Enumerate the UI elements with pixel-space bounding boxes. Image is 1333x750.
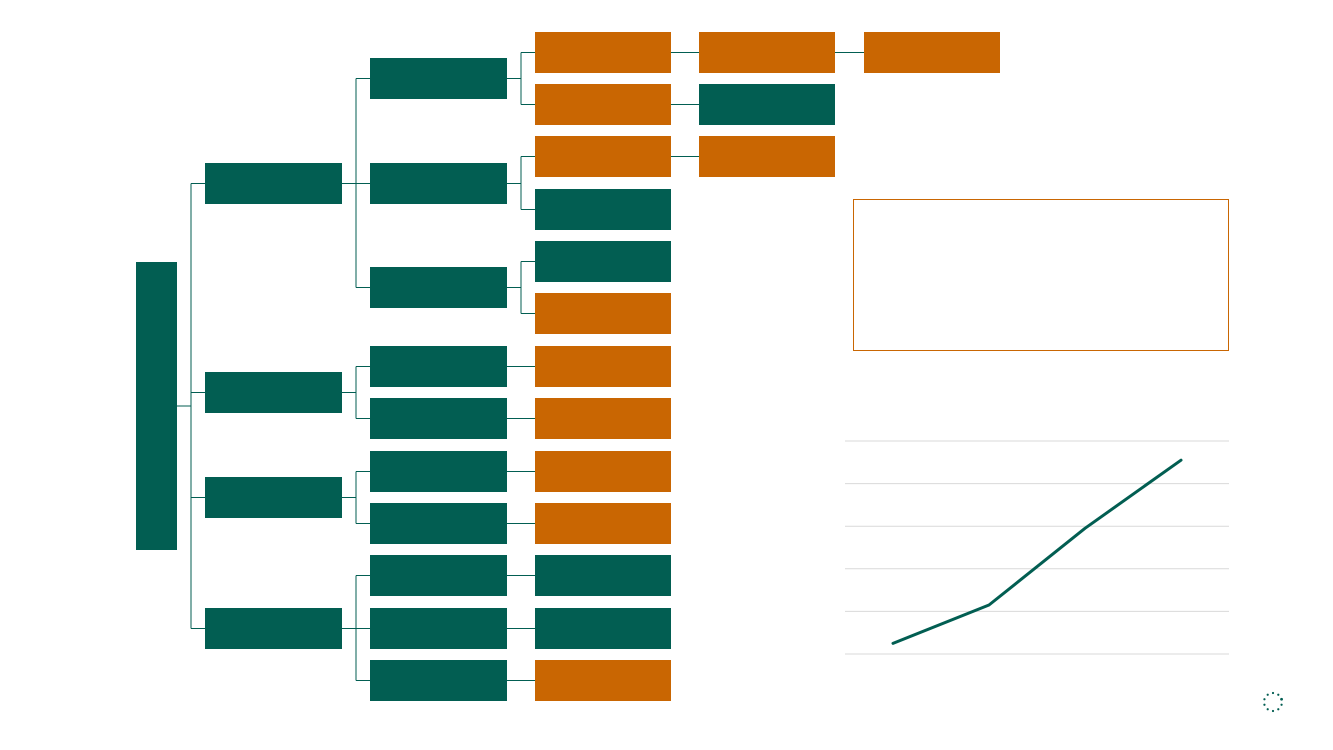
logo-dot xyxy=(1266,708,1269,711)
tree-node-level-2 xyxy=(370,608,507,649)
tree-node-level-3 xyxy=(535,608,671,649)
tree-node-level-2 xyxy=(370,503,507,544)
logo-dot xyxy=(1271,709,1275,713)
tree-node-level-3 xyxy=(535,84,671,125)
tree-node-level-1 xyxy=(205,608,342,649)
tree-node-level-2 xyxy=(370,451,507,492)
tree-node-level-2 xyxy=(370,398,507,439)
logo-dot xyxy=(1263,698,1266,701)
tree-node-level-2 xyxy=(370,163,507,204)
logo-dot xyxy=(1271,691,1275,695)
tree-node-level-1 xyxy=(205,372,342,413)
tree-node-level-3 xyxy=(535,660,671,701)
tree-node-level-3 xyxy=(535,32,671,73)
tree-node-level-3 xyxy=(535,136,671,177)
root-node xyxy=(136,262,177,550)
tree-node-level-5 xyxy=(864,32,1000,73)
tree-node-level-2 xyxy=(370,267,507,308)
tree-node-level-3 xyxy=(535,398,671,439)
tree-node-level-1 xyxy=(205,163,342,204)
tree-node-level-4 xyxy=(699,84,835,125)
tree-node-level-2 xyxy=(370,346,507,387)
tree-node-level-3 xyxy=(535,346,671,387)
logo-dot xyxy=(1280,703,1283,706)
line-chart xyxy=(845,440,1229,655)
tree-node-level-4 xyxy=(699,136,835,177)
tree-node-level-1 xyxy=(205,477,342,518)
logo-dot xyxy=(1277,693,1280,696)
tree-node-level-3 xyxy=(535,451,671,492)
tree-node-level-3 xyxy=(535,555,671,596)
logo-dot xyxy=(1277,708,1280,711)
tree-node-level-4 xyxy=(699,32,835,73)
tree-node-level-3 xyxy=(535,241,671,282)
tree-node-level-3 xyxy=(535,293,671,334)
tree-node-level-3 xyxy=(535,503,671,544)
series-line-0 xyxy=(891,458,1183,645)
note-box xyxy=(853,199,1229,351)
dotted-circle-icon xyxy=(1263,691,1283,713)
tree-node-level-3 xyxy=(535,189,671,230)
tree-node-level-2 xyxy=(370,58,507,99)
tree-node-level-2 xyxy=(370,555,507,596)
logo-dot xyxy=(1266,693,1269,696)
tree-node-level-2 xyxy=(370,660,507,701)
logo-dot xyxy=(1280,697,1283,701)
logo-dot xyxy=(1263,703,1266,706)
